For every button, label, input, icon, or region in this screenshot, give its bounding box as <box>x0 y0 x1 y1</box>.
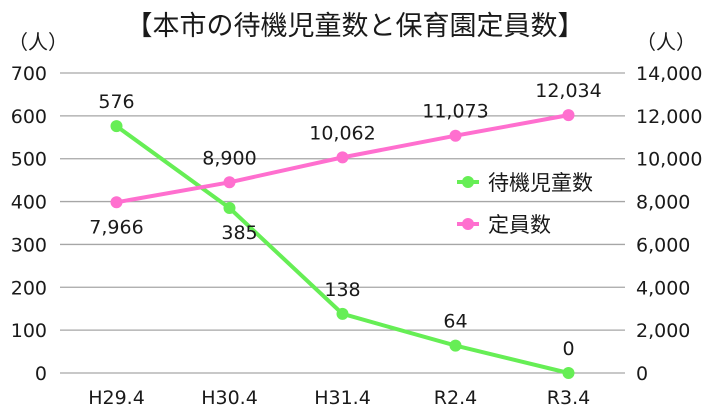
legend-swatch-marker <box>462 176 474 188</box>
right-tick-label: 2,000 <box>636 320 690 342</box>
x-tick-label: R3.4 <box>547 387 590 409</box>
data-point-marker <box>449 129 462 142</box>
right-axis-ticks: 0 2,000 4,000 6,000 8,000 10,000 12,000 14,000 <box>636 63 702 385</box>
right-tick-label: 8,000 <box>636 192 690 214</box>
legend-label: 定員数 <box>488 213 551 237</box>
data-point-marker <box>110 196 123 209</box>
x-axis-ticks: H29.4 H30.4 H31.4 R2.4 R3.4 <box>88 387 590 409</box>
legend-label: 待機児童数 <box>488 171 593 195</box>
data-point-marker <box>562 109 575 122</box>
left-tick-label: 200 <box>11 277 47 299</box>
data-label: 385 <box>221 222 257 244</box>
data-label: 7,966 <box>89 216 143 238</box>
left-tick-label: 400 <box>11 192 47 214</box>
left-tick-label: 500 <box>11 149 47 171</box>
right-tick-label: 4,000 <box>636 277 690 299</box>
data-point-marker <box>336 151 349 164</box>
data-point-marker <box>562 367 575 379</box>
data-label: 11,073 <box>422 101 488 123</box>
right-axis-unit: （人） <box>636 30 696 54</box>
data-point-marker <box>336 307 349 320</box>
data-label: 8,900 <box>202 147 256 169</box>
left-tick-label: 700 <box>11 63 47 85</box>
data-label: 138 <box>324 279 360 301</box>
x-tick-label: R2.4 <box>434 387 477 409</box>
data-label: 64 <box>443 311 467 333</box>
data-label: 576 <box>98 91 134 113</box>
data-point-marker <box>449 339 462 352</box>
data-point-marker <box>223 202 236 214</box>
x-tick-label: H30.4 <box>201 387 258 409</box>
right-tick-label: 0 <box>636 363 648 385</box>
left-axis-unit: （人） <box>8 30 68 54</box>
left-axis-ticks: 0 100 200 300 400 500 600 700 <box>11 63 47 385</box>
series-lines <box>110 109 575 379</box>
right-tick-label: 12,000 <box>636 106 702 128</box>
left-tick-label: 0 <box>35 363 47 385</box>
data-label: 12,034 <box>535 80 601 102</box>
legend-swatch-marker <box>462 218 474 230</box>
gridlines <box>60 72 625 374</box>
right-tick-label: 14,000 <box>636 63 702 85</box>
data-label: 10,062 <box>309 122 375 144</box>
right-tick-label: 6,000 <box>636 234 690 256</box>
data-point-marker <box>223 176 236 189</box>
right-tick-label: 10,000 <box>636 149 702 171</box>
x-tick-label: H29.4 <box>88 387 145 409</box>
left-tick-label: 600 <box>11 106 47 128</box>
chart-title: 【本市の待機児童数と保育園定員数】 <box>125 11 585 42</box>
left-tick-label: 100 <box>11 320 47 342</box>
data-label: 0 <box>562 338 574 360</box>
data-labels: 576 385 138 64 0 7,966 8,900 10,062 11,073 12,034 <box>89 80 601 360</box>
x-tick-label: H31.4 <box>314 387 371 409</box>
left-tick-label: 300 <box>11 234 47 256</box>
data-point-marker <box>110 120 123 133</box>
